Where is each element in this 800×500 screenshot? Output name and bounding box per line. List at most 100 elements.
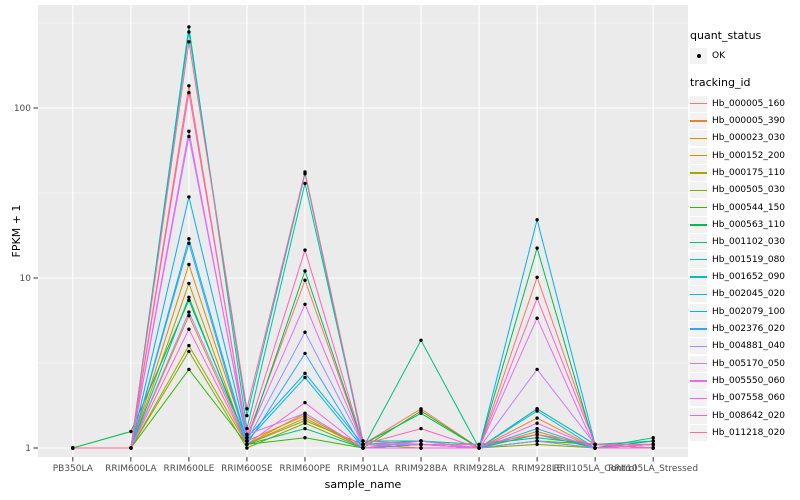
- data-point: [477, 442, 481, 447]
- data-point: [535, 432, 539, 437]
- data-point: [419, 439, 423, 443]
- legend-color-line: [690, 311, 707, 313]
- legend-label: Hb_000005_390: [712, 115, 786, 126]
- legend: quant_status OK tracking_id Hb_000005_16…: [690, 29, 800, 442]
- data-point: [187, 343, 191, 348]
- legend-key-box: [690, 355, 707, 372]
- x-tick-label: PB350LA: [53, 464, 94, 474]
- legend-label: Hb_005550_060: [712, 375, 786, 386]
- legend-item-Hb_001519_080: Hb_001519_080: [690, 251, 800, 268]
- legend-item-Hb_000544_150: Hb_000544_150: [690, 199, 800, 216]
- axis-ticks: [33, 107, 654, 462]
- legend-label: Hb_001102_030: [712, 237, 786, 248]
- legend-key-box: [690, 147, 707, 164]
- data-point: [187, 327, 191, 331]
- data-point: [245, 439, 249, 443]
- x-tick-label: RRIM600LE: [163, 464, 214, 474]
- x-axis-labels: PB350LA RRIM600LA RRIM600LE RRIM600SE RRIM60…: [53, 464, 698, 474]
- data-point: [651, 436, 655, 440]
- data-point: [303, 248, 307, 252]
- data-point: [593, 446, 597, 450]
- legend-key-box: [690, 251, 707, 268]
- data-point: [651, 442, 655, 447]
- legend-key-box: [690, 320, 707, 337]
- point-icon: [696, 53, 701, 58]
- legend-color-line: [690, 137, 707, 139]
- legend-item-Hb_000023_030: Hb_000023_030: [690, 130, 800, 147]
- legend-label: Hb_001652_090: [712, 271, 786, 282]
- data-point: [187, 129, 191, 133]
- data-point: [303, 375, 307, 380]
- legend-color-line: [690, 328, 707, 330]
- legend-key-box: [690, 164, 707, 181]
- data-point: [535, 421, 539, 425]
- ok-key-box: [690, 47, 707, 64]
- legend-item-Hb_000175_110: Hb_000175_110: [690, 164, 800, 181]
- data-point: [187, 30, 191, 34]
- y-tick-label: 1: [25, 444, 31, 454]
- legend-key-box: [690, 407, 707, 424]
- legend-item-Hb_000505_030: Hb_000505_030: [690, 182, 800, 199]
- data-point: [303, 400, 307, 405]
- legend-item-Hb_000005_160: Hb_000005_160: [690, 95, 800, 112]
- data-point: [303, 269, 307, 273]
- legend-label: Hb_008642_020: [712, 410, 786, 421]
- data-point: [187, 314, 191, 318]
- data-point: [535, 442, 539, 447]
- data-point: [361, 439, 365, 443]
- y-axis-title: FPKM + 1: [10, 204, 23, 258]
- data-point: [187, 84, 191, 88]
- data-point: [303, 302, 307, 306]
- data-point: [535, 429, 539, 434]
- data-point: [187, 91, 191, 95]
- legend-color-line: [690, 432, 707, 434]
- data-point: [535, 316, 539, 320]
- legend-color-line: [690, 155, 707, 157]
- legend-item-Hb_000152_200: Hb_000152_200: [690, 147, 800, 164]
- legend-title-tracking-id: tracking_id: [690, 76, 751, 89]
- x-tick-label: RRIM928BA: [395, 464, 448, 474]
- legend-label: Hb_004881_040: [712, 341, 786, 352]
- data-point: [187, 134, 191, 139]
- data-point: [187, 310, 191, 314]
- legend-color-line: [690, 103, 707, 105]
- legend-key-box: [690, 95, 707, 112]
- data-point: [245, 436, 249, 440]
- legend-label: Hb_002079_100: [712, 306, 786, 317]
- legend-key-box: [690, 182, 707, 199]
- legend-color-line: [690, 414, 707, 417]
- legend-label: Hb_002045_020: [712, 289, 786, 300]
- data-point: [187, 298, 191, 302]
- data-point: [303, 278, 307, 282]
- data-point: [187, 195, 191, 199]
- legend-key-box: [690, 268, 707, 285]
- data-point: [303, 170, 307, 174]
- data-point: [535, 275, 539, 279]
- x-tick-label: RRIM928LE: [512, 464, 563, 474]
- legend-item-Hb_005550_060: Hb_005550_060: [690, 372, 800, 389]
- legend-color-line: [690, 397, 707, 399]
- legend-label: Hb_000563_110: [712, 219, 786, 230]
- data-point: [651, 446, 655, 450]
- data-point: [303, 371, 307, 375]
- data-points: [71, 25, 655, 450]
- data-point: [303, 330, 307, 334]
- legend-title-quant-status: quant_status: [690, 29, 762, 42]
- x-tick-label: RRIM901LA: [337, 464, 389, 474]
- legend-item-Hb_004881_040: Hb_004881_040: [690, 338, 800, 355]
- legend-color-line: [690, 120, 707, 122]
- x-tick-label: RRIM600PE: [279, 464, 331, 474]
- data-point: [71, 446, 75, 450]
- legend-color-line: [690, 241, 707, 243]
- legend-item-Hb_001652_090: Hb_001652_090: [690, 268, 800, 285]
- legend-label: Hb_000023_030: [712, 133, 786, 144]
- data-point: [535, 409, 539, 413]
- legend-label: Hb_002376_020: [712, 323, 786, 334]
- legend-key-box: [690, 372, 707, 389]
- legend-color-line: [690, 259, 707, 261]
- legend-item-quant-ok: OK: [690, 47, 800, 64]
- legend-key-box: [690, 216, 707, 233]
- legend-key-box: [690, 338, 707, 355]
- data-point: [245, 407, 249, 411]
- legend-color-line: [690, 207, 707, 209]
